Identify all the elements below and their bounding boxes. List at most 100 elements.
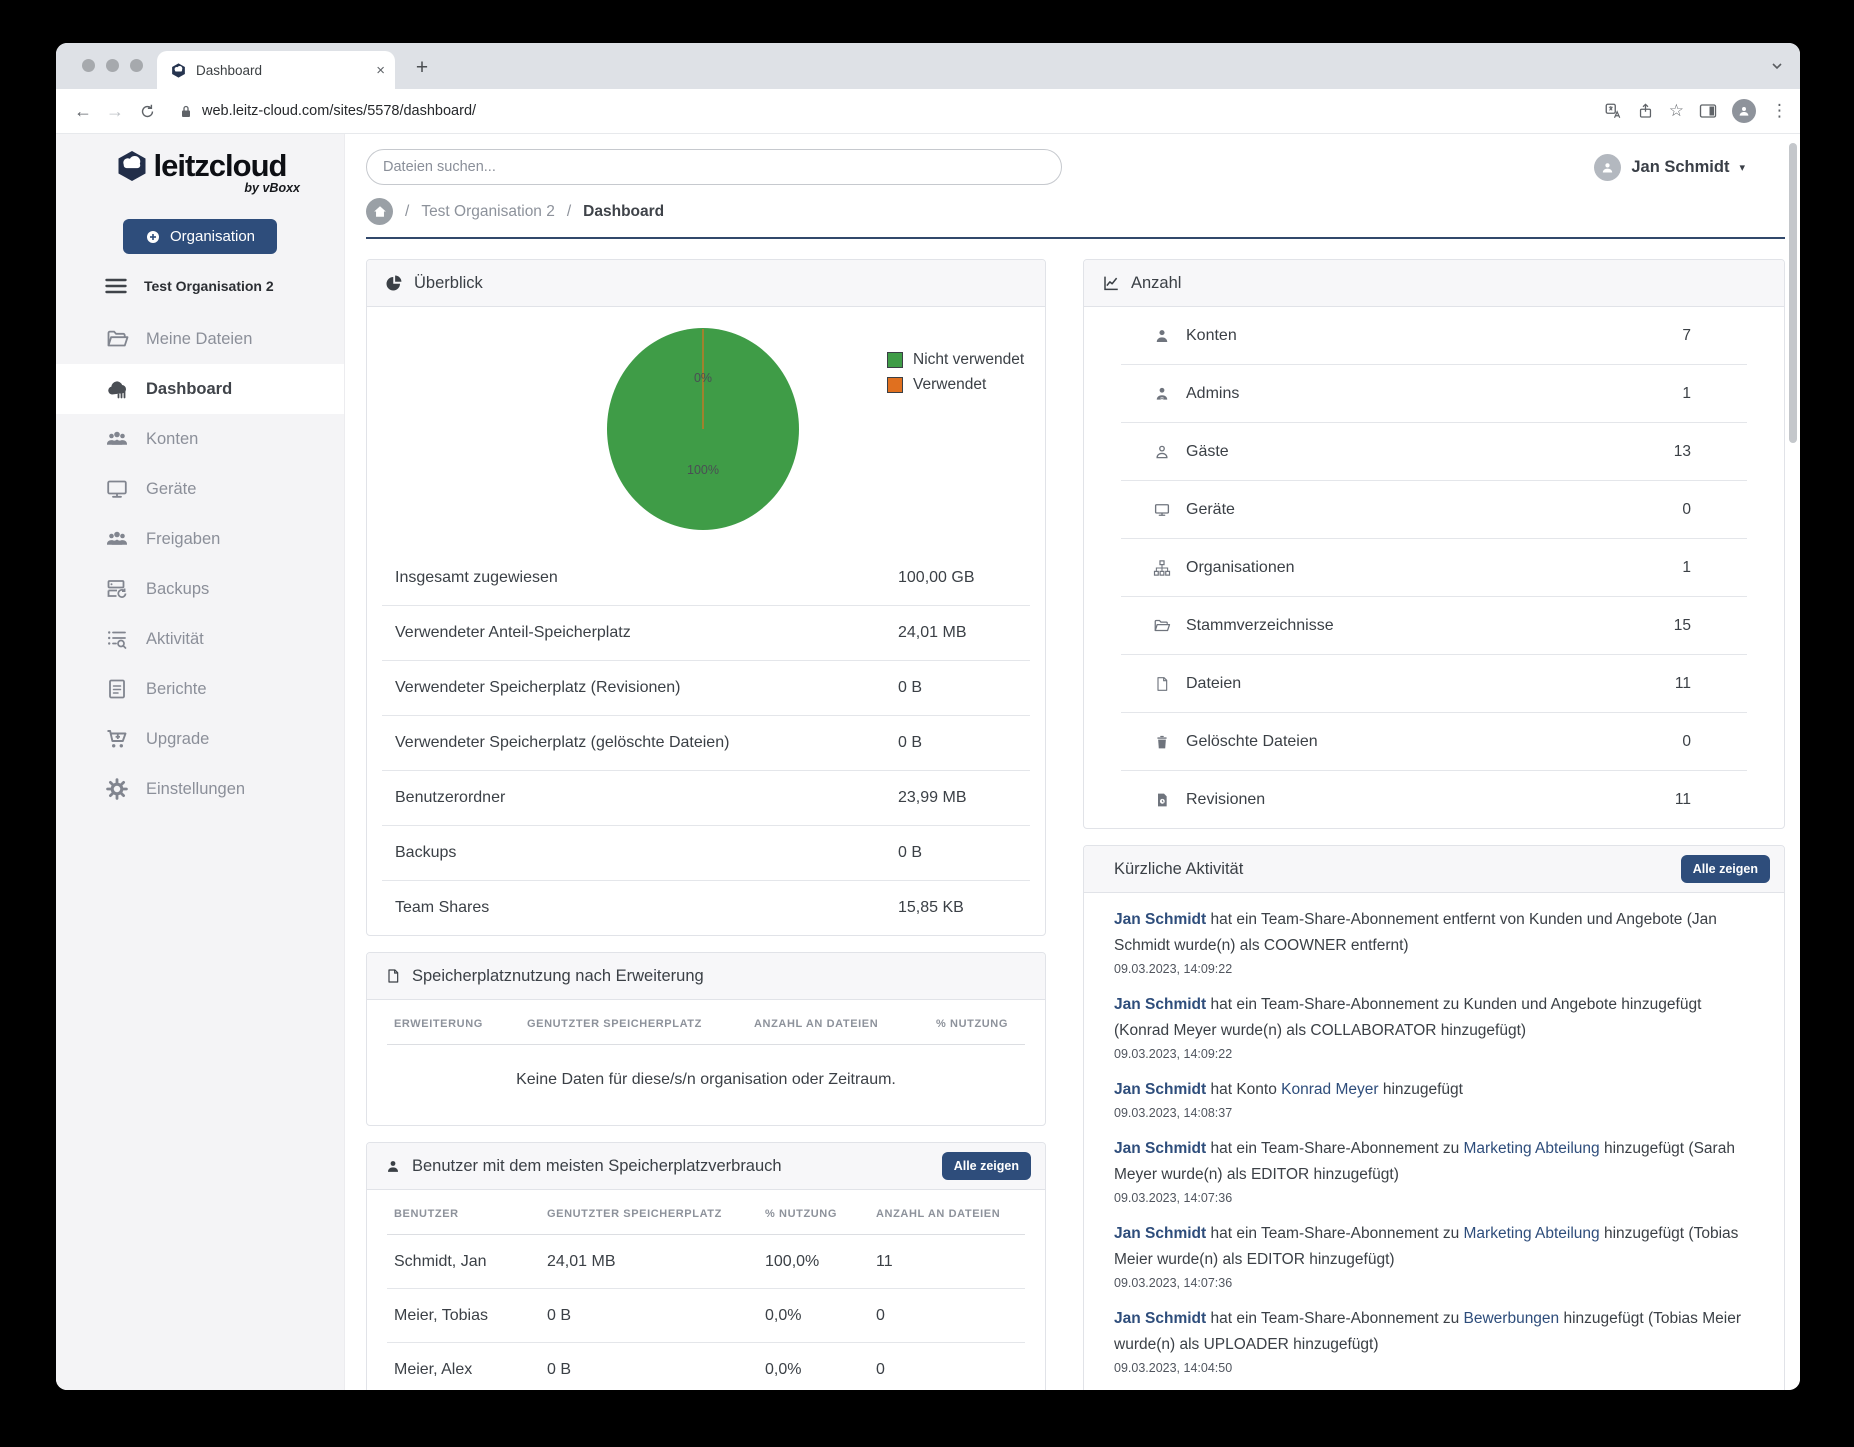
user-name: Jan Schmidt <box>1631 157 1730 176</box>
favicon <box>170 62 187 79</box>
sidebar-item-freigaben[interactable]: Freigaben <box>56 514 344 564</box>
browser-window: Dashboard × + ← → web.leitz-cloud.com/si… <box>56 43 1800 1390</box>
count-row-organisationen: Organisationen 1 <box>1121 538 1747 596</box>
translate-icon[interactable] <box>1604 102 1622 120</box>
sidebar-item-aktivitaet[interactable]: Aktivität <box>56 614 344 664</box>
count-row-geraete: Geräte 0 <box>1121 480 1747 538</box>
activity-timestamp: 09.03.2023, 14:08:37 <box>1114 1106 1233 1120</box>
activity-user-name[interactable]: Jan Schmidt <box>1114 1310 1207 1327</box>
file-icon <box>385 967 401 985</box>
gear-icon <box>105 777 129 801</box>
sidebar-item-upgrade[interactable]: Upgrade <box>56 714 344 764</box>
user-menu[interactable]: Jan Schmidt ▾ <box>1594 153 1745 181</box>
users-share-icon <box>105 527 129 551</box>
add-organisation-button[interactable]: Organisation <box>123 219 277 254</box>
sidebar-item-meine-dateien[interactable]: Meine Dateien <box>56 314 344 364</box>
user-menu-caret-icon: ▾ <box>1739 161 1745 174</box>
activity-user-name[interactable]: Jan Schmidt <box>1114 1225 1207 1242</box>
activity-entry: Jan Schmidt hat ein Team-Share-Abonnemen… <box>1114 1221 1754 1291</box>
count-row-gaeste: Gäste 13 <box>1121 422 1747 480</box>
hamburger-icon <box>105 278 127 294</box>
activity-link[interactable]: Marketing Abteilung <box>1463 1225 1600 1242</box>
cart-plus-icon <box>105 727 129 751</box>
panel-title: Speicherplatznutzung nach Erweiterung <box>412 966 704 985</box>
counts-panel: Anzahl Konten 7 Admins 1 <box>1083 259 1785 829</box>
table-row[interactable]: Meier, Tobias 0 B 0,0% 0 <box>387 1289 1025 1343</box>
table-row[interactable]: Meier, Alex 0 B 0,0% 0 <box>387 1343 1025 1390</box>
activity-timestamp: 09.03.2023, 14:07:36 <box>1114 1276 1233 1290</box>
storage-stats-list: Insgesamt zugewiesen 100,00 GB Verwendete… <box>367 551 1045 935</box>
browser-tab-dashboard[interactable]: Dashboard × <box>157 51 395 89</box>
breadcrumb-current: Dashboard <box>583 202 665 220</box>
stat-row: Insgesamt zugewiesen 100,00 GB <box>395 569 975 586</box>
close-window-button[interactable] <box>82 59 95 72</box>
tab-search-chevron-icon[interactable] <box>1770 59 1784 73</box>
browser-menu-icon[interactable]: ⋮ <box>1771 101 1788 120</box>
maximize-window-button[interactable] <box>130 59 143 72</box>
address-field[interactable]: web.leitz-cloud.com/sites/5578/dashboard… <box>180 103 476 119</box>
minimize-window-button[interactable] <box>106 59 119 72</box>
sidebar: leitzcloud by vBoxx Organisation Test Or… <box>56 134 345 1390</box>
activity-link[interactable]: Marketing Abteilung <box>1463 1140 1600 1157</box>
leitzcloud-logo: leitzcloud by vBoxx <box>94 148 306 195</box>
count-row-konten: Konten 7 <box>1121 307 1747 364</box>
organisation-name: Test Organisation 2 <box>144 278 274 294</box>
dashboard-cloud-icon <box>105 377 129 401</box>
back-icon[interactable]: ← <box>74 100 92 121</box>
pie-label-hundred: 100% <box>687 463 719 477</box>
extension-table-header: ERWEITERUNG GENUTZTER SPEICHERPLATZ ANZA… <box>387 1000 1025 1045</box>
browser-profile-avatar[interactable] <box>1732 99 1756 123</box>
forward-icon[interactable]: → <box>106 100 124 121</box>
activity-feed: Jan Schmidt hat ein Team-Share-Abonnemen… <box>1084 893 1784 1390</box>
table-row[interactable]: Schmidt, Jan 24,01 MB 100,0% 11 <box>387 1235 1025 1289</box>
show-all-users-button[interactable]: Alle zeigen <box>941 1152 1031 1180</box>
activity-link[interactable]: Bewerbungen <box>1463 1310 1560 1327</box>
trash-icon <box>1151 731 1173 753</box>
bookmark-star-icon[interactable]: ☆ <box>1668 101 1684 120</box>
share-icon[interactable] <box>1637 102 1654 120</box>
file-icon <box>1151 673 1173 695</box>
sitemap-icon <box>1151 557 1173 579</box>
person-icon <box>1151 325 1173 347</box>
home-icon[interactable] <box>366 198 393 225</box>
activity-timestamp: 09.03.2023, 14:09:22 <box>1114 962 1233 976</box>
organisation-selector[interactable]: Test Organisation 2 <box>56 271 344 301</box>
activity-entry: Jan Schmidt hat Konto Konrad Meyer hinzu… <box>1114 1077 1754 1121</box>
scrollbar[interactable] <box>1789 143 1797 443</box>
breadcrumb: / Test Organisation 2 / Dashboard <box>366 198 1785 225</box>
tab-close-icon[interactable]: × <box>376 61 385 79</box>
sidebar-item-dashboard[interactable]: Dashboard <box>56 364 344 414</box>
url-text: web.leitz-cloud.com/sites/5578/dashboard… <box>202 103 477 119</box>
header-divider <box>366 237 1785 239</box>
admin-icon <box>1151 383 1173 405</box>
search-input[interactable] <box>366 149 1062 185</box>
activity-list-icon <box>105 627 129 651</box>
logo-text: leitzcloud <box>153 148 288 183</box>
activity-entry: Jan Schmidt hat ein Team-Share-Abonnemen… <box>1114 1306 1754 1376</box>
panel-title: Kürzliche Aktivität <box>1114 859 1244 878</box>
stat-row: Benutzerordner 23,99 MB <box>382 770 1030 825</box>
count-row-stammverzeichnisse: Stammverzeichnisse 15 <box>1121 596 1747 654</box>
show-all-activity-button[interactable]: Alle zeigen <box>1680 855 1770 883</box>
activity-timestamp: 09.03.2023, 14:04:50 <box>1114 1361 1233 1375</box>
sidebar-item-geraete[interactable]: Geräte <box>56 464 344 514</box>
new-tab-button[interactable]: + <box>415 56 429 79</box>
activity-link[interactable]: Konrad Meyer <box>1281 1081 1379 1098</box>
monitor-icon <box>1151 499 1173 521</box>
stat-row: Verwendeter Anteil-Speicherplatz 24,01 MB <box>382 605 1030 660</box>
split-view-icon[interactable] <box>1699 103 1717 119</box>
sidebar-item-konten[interactable]: Konten <box>56 414 344 464</box>
sidebar-item-backups[interactable]: Backups <box>56 564 344 614</box>
activity-user-name[interactable]: Jan Schmidt <box>1114 1081 1207 1098</box>
sidebar-item-einstellungen[interactable]: Einstellungen <box>56 764 344 814</box>
activity-entry: Jan Schmidt hat ein Team-Share-Abonnemen… <box>1114 992 1754 1062</box>
users-table-header: BENUTZER GENUTZTER SPEICHERPLATZ % NUTZU… <box>387 1190 1025 1235</box>
reload-icon[interactable] <box>132 96 162 126</box>
activity-user-name[interactable]: Jan Schmidt <box>1114 996 1207 1013</box>
breadcrumb-org[interactable]: Test Organisation 2 <box>421 202 555 220</box>
activity-user-name[interactable]: Jan Schmidt <box>1114 911 1207 928</box>
plus-circle-icon <box>145 229 161 245</box>
sidebar-item-berichte[interactable]: Berichte <box>56 664 344 714</box>
browser-urlbar: ← → web.leitz-cloud.com/sites/5578/dashb… <box>56 89 1800 134</box>
activity-user-name[interactable]: Jan Schmidt <box>1114 1140 1207 1157</box>
